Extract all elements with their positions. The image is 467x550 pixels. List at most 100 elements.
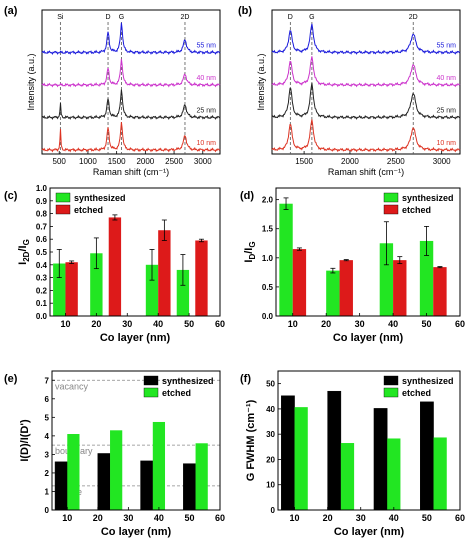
y-axis-title: G FWHM (cm⁻¹): [245, 399, 257, 481]
x-tick-label: 30: [356, 513, 366, 523]
y-tick-label: 2: [45, 469, 50, 478]
bar: [158, 230, 171, 316]
bar: [65, 262, 78, 316]
y-axis-title-part: G: [22, 239, 31, 245]
peak-label: G: [309, 14, 314, 21]
y-tick-label: 0.5: [262, 283, 274, 292]
panel-label: (b): [238, 5, 252, 17]
bar: [379, 243, 394, 316]
y-tick-label: 0.6: [36, 235, 48, 244]
x-axis-title: Raman shift (cm⁻¹): [93, 167, 169, 177]
x-tick-label: 1500: [108, 157, 126, 166]
series-label: 40 nm: [437, 75, 457, 82]
x-tick-label: 30: [123, 513, 133, 523]
legend-swatch: [143, 387, 159, 398]
y-axis-title: ID/IG: [243, 241, 257, 262]
legend-label: synthesized: [402, 193, 454, 203]
peak-label: 2D: [409, 14, 418, 21]
y-axis-title-part: D: [248, 254, 257, 260]
series-label: 10 nm: [197, 140, 217, 147]
panel-label: (f): [240, 373, 251, 385]
y-tick-label: 7: [45, 376, 50, 385]
y-axis-title: I(D)/I(D'): [19, 419, 31, 462]
x-tick-label: 30: [122, 319, 132, 329]
y-axis-title: Intensity (a.u.): [26, 53, 36, 110]
bar: [387, 438, 401, 510]
x-tick-label: 500: [53, 157, 67, 166]
bar: [433, 267, 447, 316]
y-axis-title: Intensity (a.u.): [256, 53, 266, 110]
y-axis-title-part: G FWHM (cm⁻¹): [245, 399, 257, 481]
bar: [183, 463, 196, 511]
x-tick-label: 2500: [387, 157, 405, 166]
x-tick-label: 60: [455, 513, 465, 523]
x-tick-label: 1000: [79, 157, 97, 166]
legend-label: synthesized: [162, 376, 214, 386]
y-axis-title-part: G: [248, 241, 257, 247]
x-tick-label: 1500: [295, 157, 313, 166]
y-axis-title-part: I: [243, 260, 255, 263]
bar: [326, 270, 340, 316]
x-tick-label: 20: [321, 319, 331, 329]
x-tick-label: 3000: [433, 157, 451, 166]
x-tick-label: 2000: [341, 157, 359, 166]
x-axis-title: Co layer (nm): [101, 526, 172, 538]
x-tick-label: 40: [388, 319, 398, 329]
bar: [279, 203, 293, 316]
bar: [292, 249, 307, 316]
y-tick-label: 1: [45, 487, 50, 496]
y-tick-label: 0.9: [36, 197, 48, 206]
y-tick-label: 6: [45, 395, 50, 404]
y-axis-title-part: I(D)/I(D'): [19, 419, 31, 462]
x-tick-label: 60: [215, 319, 225, 329]
y-tick-label: 0.5: [36, 248, 48, 257]
legend-label: etched: [402, 205, 431, 215]
x-axis-title: Co layer (nm): [333, 332, 404, 344]
series-label: 55 nm: [437, 43, 457, 50]
y-tick-label: 0.0: [262, 312, 274, 321]
bar: [373, 408, 388, 511]
y-tick-label: 0.3: [36, 274, 48, 283]
annotation-label: vacancy: [55, 381, 89, 391]
x-tick-label: 30: [355, 319, 365, 329]
chart-panel-b: (b) D G 2D 55 nm 40 nm 25 nm 10 nm 1500 2000 2500 3…: [238, 5, 461, 177]
series-label: 10 nm: [437, 140, 457, 147]
y-tick-label: 4: [45, 432, 50, 441]
legend-swatch: [55, 204, 71, 215]
legend-swatch: [383, 192, 399, 203]
bar: [145, 264, 159, 316]
chart-panel-c: (c) 10 20 30 40 50 60 0.0 0.1 0.2 0.3 0.4 0.5 0.6 0.7 0…: [4, 184, 225, 344]
bar: [420, 401, 434, 511]
legend-swatch: [383, 204, 399, 215]
spectrum-line: [41, 22, 221, 55]
bar: [195, 240, 208, 316]
x-axis-title: Co layer (nm): [334, 526, 405, 538]
y-tick-label: 0.8: [36, 210, 48, 219]
bar: [393, 260, 407, 316]
legend-label: etched: [74, 205, 103, 215]
spectrum-frame: [271, 9, 461, 155]
spectrum-line: [271, 83, 461, 120]
series-label: 25 nm: [197, 108, 217, 115]
panel-label: (d): [240, 190, 254, 202]
bar: [67, 434, 80, 510]
legend-swatch: [55, 192, 71, 203]
y-axis-title-part: 2D: [22, 251, 31, 261]
bar: [281, 395, 295, 511]
bar: [176, 269, 190, 316]
y-tick-label: 2.0: [262, 196, 274, 205]
y-tick-label: 0.1: [36, 299, 48, 308]
x-tick-label: 40: [154, 513, 164, 523]
y-tick-label: 20: [266, 455, 275, 464]
x-tick-label: 10: [288, 319, 298, 329]
y-tick-label: 0: [45, 506, 50, 515]
spectrum-line: [41, 58, 221, 88]
spectrum-line: [271, 119, 461, 153]
y-axis-title-part: /I: [17, 245, 29, 251]
peak-label: G: [119, 14, 124, 21]
x-tick-label: 60: [455, 319, 465, 329]
legend-swatch: [143, 375, 159, 386]
x-tick-label: 10: [60, 319, 70, 329]
series-label: 40 nm: [197, 75, 217, 82]
